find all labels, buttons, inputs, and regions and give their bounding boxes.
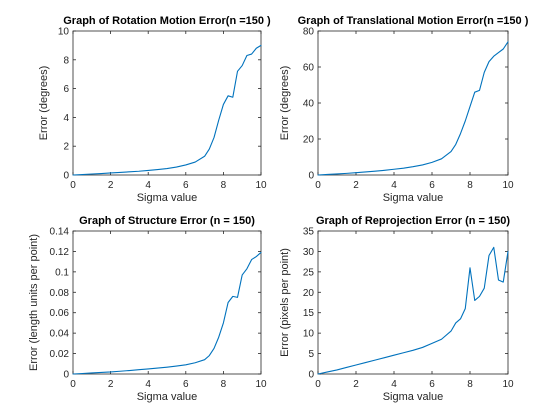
y-tick-label: 10 <box>303 329 315 340</box>
y-tick-label: 35 <box>303 227 315 238</box>
y-tick-label: 0.1 <box>55 267 69 278</box>
x-tick-label: 2 <box>353 180 359 191</box>
x-tick-label: 8 <box>467 379 473 390</box>
x-tick-label: 8 <box>467 180 473 191</box>
x-tick-label: 6 <box>183 379 189 390</box>
subplot-3: 0 2 4 6 8 10 0 0.02 0.04 0.06 0.08 0.1 0.12 0.14 Graph… <box>28 215 267 403</box>
y-tick-label: 2 <box>63 142 69 153</box>
y-tick-label: 0 <box>308 370 314 381</box>
x-tick-label: 2 <box>353 379 359 390</box>
y-tick-label: 8 <box>63 55 69 66</box>
y-tick-label: 20 <box>303 135 315 146</box>
y-axis-label: Error (pixels per point) <box>279 248 291 357</box>
x-tick-label: 4 <box>145 379 151 390</box>
x-tick-label: 2 <box>108 180 114 191</box>
y-tick-label: 20 <box>303 288 315 299</box>
x-tick-label: 10 <box>255 180 267 191</box>
x-tick-label: 8 <box>221 379 227 390</box>
x-tick-label: 4 <box>145 180 151 191</box>
y-tick-label: 0.06 <box>50 308 70 319</box>
x-tick-label: 0 <box>70 379 76 390</box>
x-tick-label: 6 <box>429 180 435 191</box>
y-axis-label: Error (degrees) <box>279 66 291 141</box>
y-tick-label: 30 <box>303 247 315 258</box>
x-axis-label: Sigma value <box>137 391 198 403</box>
x-tick-label: 10 <box>502 180 514 191</box>
x-tick-label: 10 <box>255 379 267 390</box>
series-line <box>72 44 262 176</box>
x-tick-label: 0 <box>70 180 76 191</box>
y-tick-label: 0 <box>63 370 69 381</box>
series-line <box>72 251 262 375</box>
axes-frame <box>317 230 509 375</box>
y-tick-label: 80 <box>303 27 315 38</box>
chart-title: Graph of Rotation Motion Error(n =150 ) <box>63 15 271 27</box>
y-tick-label: 60 <box>303 63 315 74</box>
y-axis-label: Error (degrees) <box>38 66 50 141</box>
y-tick-label: 0 <box>308 171 314 182</box>
axes-frame <box>317 30 509 176</box>
y-tick-label: 0.02 <box>50 349 70 360</box>
y-tick-label: 4 <box>63 113 69 124</box>
y-axis-label: Error (length units per point) <box>28 234 40 371</box>
y-tick-label: 0.04 <box>50 329 70 340</box>
x-tick-label: 0 <box>315 379 321 390</box>
series-line <box>317 41 509 176</box>
y-tick-label: 0 <box>63 171 69 182</box>
x-tick-label: 8 <box>221 180 227 191</box>
y-tick-label: 5 <box>308 349 314 360</box>
series-line <box>317 246 509 375</box>
axes-frame <box>72 30 262 176</box>
x-tick-label: 0 <box>315 180 321 191</box>
chart-title: Graph of Translational Motion Error(n =1… <box>298 15 529 27</box>
y-tick-label: 15 <box>303 308 315 319</box>
x-axis-label: Sigma value <box>383 192 444 204</box>
x-axis-label: Sigma value <box>383 391 444 403</box>
axes-frame <box>72 230 262 375</box>
x-tick-label: 6 <box>183 180 189 191</box>
y-tick-label: 10 <box>58 27 70 38</box>
y-tick-label: 0.12 <box>50 247 70 258</box>
x-axis-label: Sigma value <box>137 192 198 204</box>
y-tick-label: 0.08 <box>50 288 70 299</box>
x-tick-label: 4 <box>391 180 397 191</box>
chart-title: Graph of Structure Error (n = 150) <box>79 215 255 227</box>
x-tick-label: 2 <box>108 379 114 390</box>
x-tick-label: 10 <box>502 379 514 390</box>
y-tick-label: 6 <box>63 84 69 95</box>
y-tick-label: 25 <box>303 267 315 278</box>
chart-title: Graph of Reprojection Error (n = 150) <box>316 215 510 227</box>
x-tick-label: 6 <box>429 379 435 390</box>
y-tick-label: 0.14 <box>50 227 70 238</box>
y-tick-label: 40 <box>303 99 315 110</box>
x-tick-label: 4 <box>391 379 397 390</box>
